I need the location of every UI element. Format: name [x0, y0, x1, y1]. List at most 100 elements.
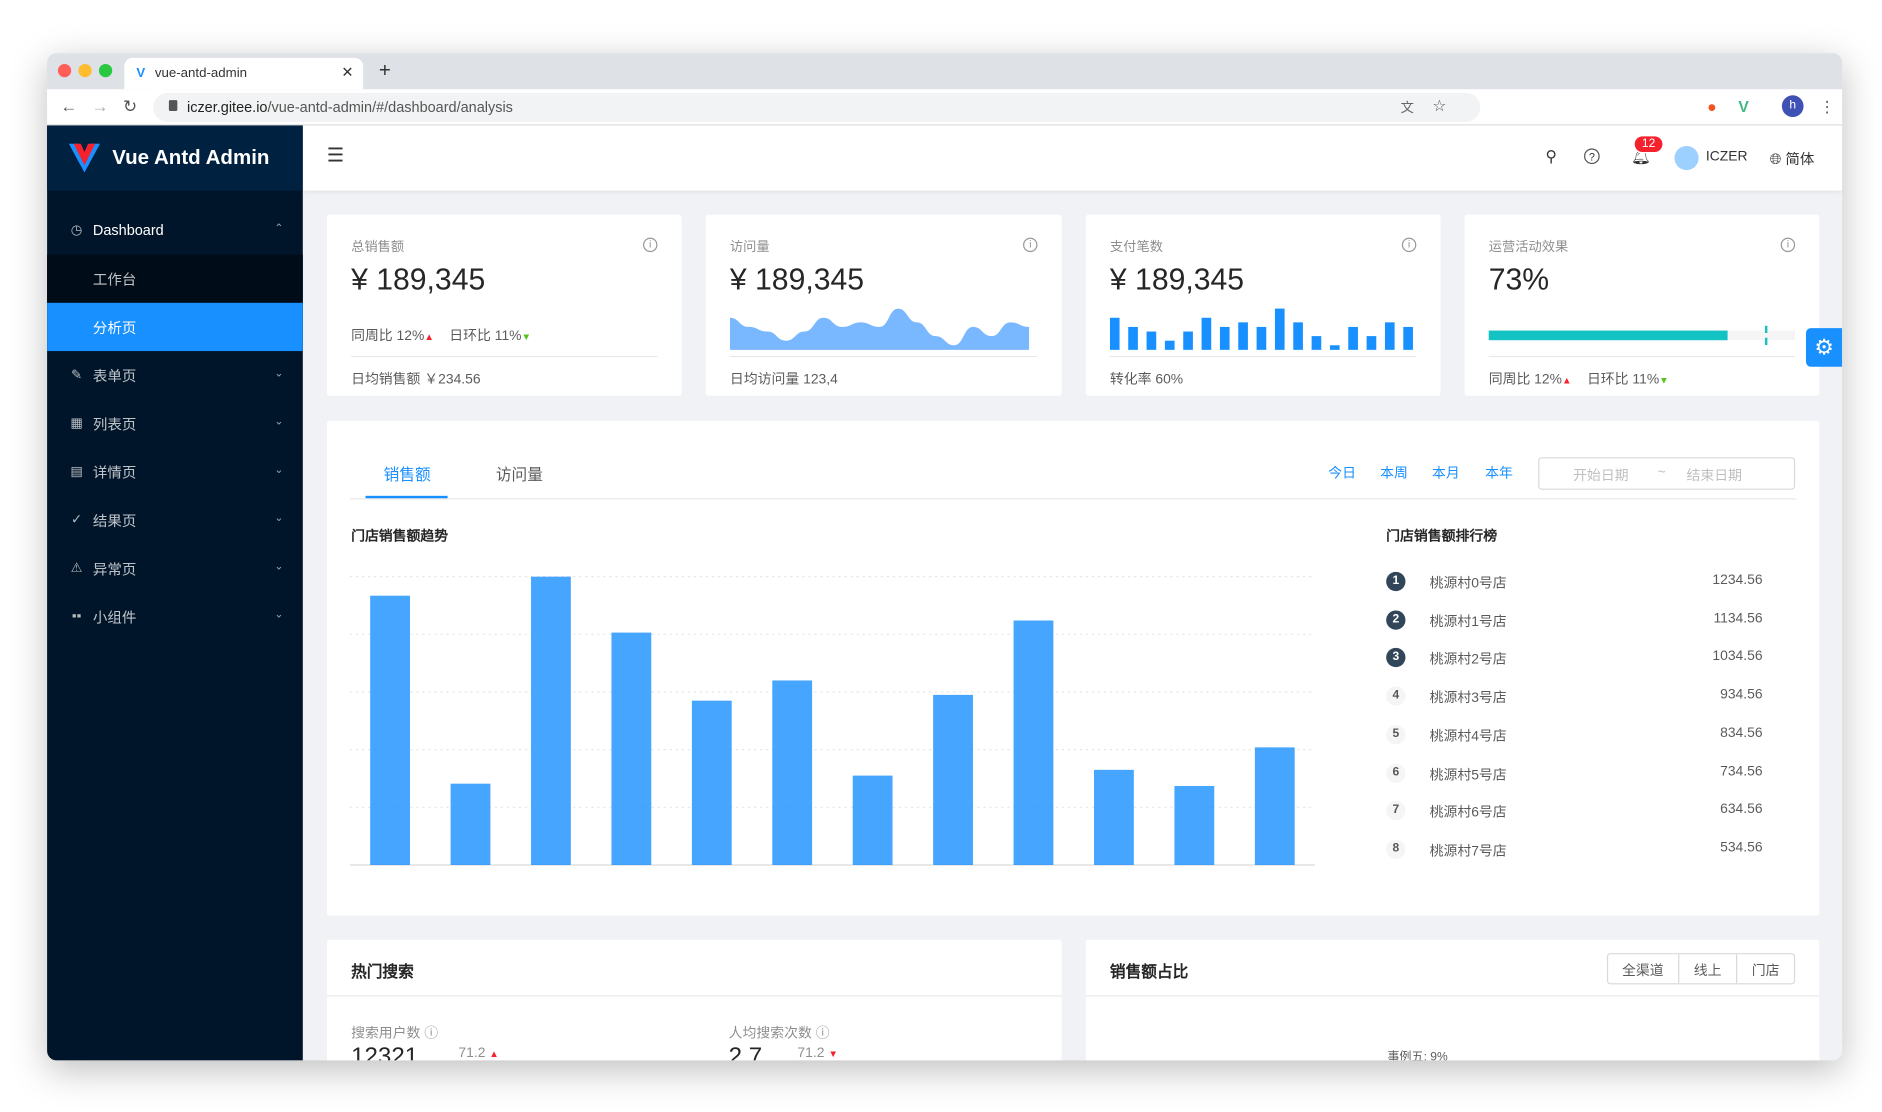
info-icon[interactable]: i — [643, 237, 658, 253]
divider — [1109, 355, 1417, 358]
back-icon[interactable]: ← — [60, 96, 78, 116]
mini-bar — [1256, 326, 1267, 350]
option-stores[interactable]: 门店 — [1736, 954, 1794, 984]
vue-devtools-icon[interactable]: V — [1738, 97, 1749, 116]
sales-bar[interactable] — [1174, 785, 1215, 865]
reload-icon[interactable]: ↻ — [123, 96, 138, 116]
sales-bar[interactable] — [611, 632, 652, 865]
chevron-down-icon: ⌄ — [274, 608, 284, 621]
today-link[interactable]: 今日 — [1328, 466, 1357, 482]
header: ☰ ⚲ ? 🔔︎ 12 ICZER 🌐︎ 简体 — [302, 125, 1843, 191]
username[interactable]: ICZER — [1705, 149, 1748, 165]
sidebar-item-result[interactable]: ✓ 结果页 ⌄ — [47, 496, 303, 544]
this-week-link[interactable]: 本周 — [1380, 466, 1408, 482]
language-selector[interactable]: 🌐︎ 简体 — [1770, 148, 1815, 169]
store-name: 桃源村5号店 — [1429, 767, 1507, 783]
close-tab-icon[interactable]: ✕ — [341, 63, 354, 81]
new-tab-button[interactable]: + — [378, 59, 391, 83]
browser-window: V vue-antd-admin ✕ + ← → ↻ iczer.gitee.i… — [47, 53, 1843, 1061]
metric-label: 搜索用户数 ⓘ — [351, 1023, 438, 1042]
sales-bar[interactable] — [772, 680, 813, 865]
form-icon: ✎ — [71, 367, 83, 382]
sales-bar[interactable] — [531, 576, 571, 865]
menu-label: 分析页 — [92, 319, 137, 336]
sidebar-item-analysis[interactable]: 分析页 — [47, 302, 303, 352]
mini-bar — [1183, 331, 1193, 350]
wow-text: 同周比 12% — [1488, 372, 1562, 388]
browser-tab[interactable]: V vue-antd-admin ✕ — [124, 57, 364, 90]
settings-gear-button[interactable]: ⚙ — [1805, 328, 1843, 367]
logo[interactable]: Vue Antd Admin — [47, 125, 303, 191]
mini-bar — [1311, 336, 1322, 350]
search-icon[interactable]: ⚲ — [1545, 147, 1557, 166]
sales-bar[interactable] — [1094, 769, 1134, 865]
sidebar-item-components[interactable]: ▪▪ 小组件 ⌄ — [47, 592, 303, 640]
sales-bar-chart — [349, 576, 1315, 866]
sidebar-item-detail[interactable]: ▤ 详情页 ⌄ — [47, 448, 303, 496]
extension-icon[interactable]: ● — [1707, 97, 1717, 116]
info-icon[interactable]: i — [1401, 237, 1417, 253]
more-icon[interactable]: ⋮ — [1819, 97, 1835, 116]
sidebar-item-form[interactable]: ✎ 表单页 ⌄ — [47, 351, 303, 399]
store-name: 桃源村4号店 — [1429, 729, 1507, 745]
sidebar-item-exception[interactable]: ⚠ 异常页 ⌄ — [47, 544, 303, 592]
dod-text: 日环比 11% — [449, 329, 522, 344]
sidebar-item-dashboard[interactable]: ◷ Dashboard ⌃ — [47, 206, 303, 254]
total-sales-card: 总销售额 i ¥ 189,345 同周比 12%▲ 日环比 11%▼ 日均销售额 … — [326, 214, 682, 396]
maximize-window-button[interactable] — [98, 63, 113, 78]
profile-avatar[interactable]: h — [1781, 95, 1804, 118]
option-all-channels[interactable]: 全渠道 — [1622, 963, 1664, 979]
info-icon[interactable]: i — [1780, 237, 1796, 253]
change-text: 71.2 — [458, 1045, 486, 1061]
chevron-down-icon: ⌄ — [274, 463, 284, 476]
info-icon[interactable]: i — [1023, 237, 1038, 253]
option-online[interactable]: 线上 — [1678, 954, 1736, 984]
avatar[interactable] — [1674, 145, 1699, 171]
sales-bar[interactable] — [691, 700, 732, 865]
tab-sales[interactable]: 销售额 — [383, 465, 431, 484]
star-icon[interactable]: ☆ — [1432, 96, 1447, 115]
date-range-picker[interactable]: 开始日期 ~ 结束日期 — [1538, 457, 1796, 490]
forward-icon[interactable]: → — [91, 96, 109, 116]
translate-icon[interactable]: 文 — [1400, 101, 1414, 116]
menu-fold-icon[interactable]: ☰ — [326, 145, 345, 167]
this-year-link[interactable]: 本年 — [1485, 466, 1513, 482]
sales-bar[interactable] — [852, 775, 893, 865]
payments-bar-chart — [1109, 308, 1413, 350]
sidebar-item-workplace[interactable]: 工作台 — [47, 255, 303, 303]
visits-card: 访问量 i ¥ 189,345 日均访问量 123,4 — [705, 214, 1062, 396]
metric-change: 71.2 ▲ — [458, 1046, 498, 1060]
payments-card: 支付笔数 i ¥ 189,345 转化率 60% — [1085, 214, 1441, 396]
sales-bar[interactable] — [450, 783, 491, 865]
caret-down-icon: ▼ — [521, 331, 532, 343]
help-icon[interactable]: ? — [1584, 148, 1600, 165]
ranking-item: 2 桃源村1号店 1134.56 — [1386, 610, 1763, 634]
menu-label: 详情页 — [92, 463, 137, 481]
close-window-button[interactable] — [57, 63, 72, 78]
divider — [1488, 355, 1796, 358]
minimize-window-button[interactable] — [78, 63, 92, 78]
start-date-input[interactable]: 开始日期 — [1573, 469, 1629, 484]
info-icon[interactable]: ⓘ — [424, 1026, 439, 1042]
store-name: 桃源村2号店 — [1429, 653, 1507, 668]
address-bar[interactable]: iczer.gitee.io/vue-antd-admin/#/dashboar… — [153, 92, 1481, 122]
store-sales: 634.56 — [1720, 802, 1763, 817]
mini-bar — [1293, 322, 1303, 350]
chart-title: 门店销售额趋势 — [351, 529, 449, 545]
store-sales: 1034.56 — [1712, 649, 1763, 664]
sales-bar[interactable] — [1254, 747, 1295, 865]
info-icon[interactable]: ⓘ — [815, 1026, 830, 1042]
store-sales: 1134.56 — [1713, 611, 1763, 626]
wow-text: 同周比 12% — [351, 329, 425, 344]
tab-visits[interactable]: 访问量 — [495, 465, 543, 484]
profile-icon: ▤ — [70, 463, 83, 479]
sales-bar[interactable] — [370, 595, 410, 865]
ranking-item: 1 桃源村0号店 1234.56 — [1386, 571, 1763, 596]
chevron-down-icon: ⌄ — [274, 366, 284, 379]
end-date-input[interactable]: 结束日期 — [1686, 469, 1743, 484]
this-month-link[interactable]: 本月 — [1432, 466, 1460, 482]
sales-bar[interactable] — [1013, 620, 1054, 865]
sidebar-item-list[interactable]: ▦ 列表页 ⌄ — [47, 399, 303, 447]
main-area: ☰ ⚲ ? 🔔︎ 12 ICZER 🌐︎ 简体 总销售额 i ¥ 189,345 … — [302, 125, 1843, 1061]
sales-bar[interactable] — [933, 694, 973, 865]
